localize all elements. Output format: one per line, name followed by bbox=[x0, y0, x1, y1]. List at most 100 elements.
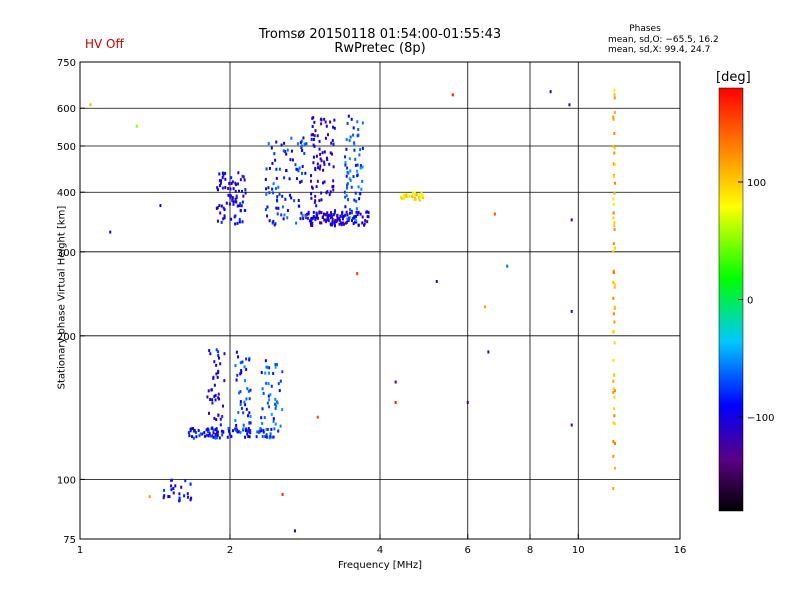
cluster-point bbox=[301, 171, 304, 175]
cluster-point bbox=[613, 151, 616, 155]
cluster-point bbox=[243, 365, 246, 369]
cluster-point bbox=[189, 498, 192, 502]
cluster-point bbox=[235, 350, 238, 354]
cluster-point bbox=[613, 96, 616, 100]
cluster-point bbox=[341, 221, 344, 225]
cluster-point bbox=[322, 181, 325, 185]
cluster-point bbox=[163, 488, 166, 492]
cluster-point bbox=[359, 148, 362, 152]
cluster-point bbox=[231, 196, 234, 200]
cluster-point bbox=[342, 222, 345, 226]
cluster-point bbox=[328, 193, 331, 197]
cluster-point bbox=[317, 216, 320, 220]
cluster-point bbox=[314, 199, 317, 203]
x-axis-label: Frequency [MHz] bbox=[337, 560, 423, 571]
isolated-point bbox=[570, 309, 573, 313]
cluster-point bbox=[330, 215, 333, 219]
cluster-point bbox=[411, 195, 414, 199]
cluster-point bbox=[323, 162, 326, 166]
isolated-point bbox=[281, 492, 284, 496]
cluster-point bbox=[221, 171, 224, 175]
chart-subtitle: RwPretec (8p) bbox=[334, 41, 426, 56]
cluster-point bbox=[316, 162, 319, 166]
cluster-point bbox=[217, 396, 220, 400]
cluster-point bbox=[284, 197, 287, 201]
cluster-point bbox=[234, 183, 237, 187]
cluster-point bbox=[344, 155, 347, 159]
cluster-point bbox=[194, 431, 197, 435]
cluster-point bbox=[351, 211, 354, 215]
cluster-point bbox=[263, 416, 266, 420]
cluster-point bbox=[282, 149, 285, 153]
colorbar-tick-label: −100 bbox=[747, 413, 774, 424]
cluster-point bbox=[235, 423, 238, 427]
cluster-point bbox=[338, 222, 341, 226]
cluster-point bbox=[264, 177, 267, 181]
cluster-point bbox=[239, 390, 242, 394]
cluster-point bbox=[283, 213, 286, 217]
cluster-point bbox=[248, 356, 251, 360]
cluster-point bbox=[354, 157, 357, 161]
cluster-point bbox=[330, 211, 333, 215]
cluster-point bbox=[239, 400, 242, 404]
cluster-point bbox=[278, 389, 281, 393]
cluster-point bbox=[612, 197, 615, 201]
cluster-point bbox=[413, 191, 416, 195]
cluster-point bbox=[350, 185, 353, 189]
cluster-point bbox=[223, 352, 226, 356]
cluster-point bbox=[232, 202, 235, 206]
cluster-point bbox=[612, 358, 615, 362]
cluster-point bbox=[217, 392, 220, 396]
cluster-point bbox=[333, 126, 336, 130]
cluster-point bbox=[270, 427, 273, 431]
isolated-point bbox=[487, 350, 490, 354]
cluster-point bbox=[279, 379, 282, 383]
cluster-point bbox=[269, 432, 272, 436]
cluster-point bbox=[286, 209, 289, 213]
cluster-point bbox=[408, 194, 411, 198]
cluster-point bbox=[236, 204, 239, 208]
cluster-point bbox=[237, 410, 240, 414]
cluster-point bbox=[366, 220, 369, 224]
cluster-point bbox=[310, 216, 313, 220]
cluster-point bbox=[247, 389, 250, 393]
cluster-point bbox=[237, 189, 240, 193]
cluster-point bbox=[327, 217, 330, 221]
cluster-point bbox=[303, 151, 306, 155]
cluster-point bbox=[215, 436, 218, 440]
cluster-point bbox=[612, 421, 615, 425]
y-tick-label: 600 bbox=[57, 104, 76, 115]
cluster-point bbox=[300, 144, 303, 148]
cluster-point bbox=[348, 211, 351, 215]
cluster-point bbox=[242, 427, 245, 431]
cluster-point bbox=[612, 379, 615, 383]
cluster-point bbox=[422, 196, 425, 200]
cluster-point bbox=[324, 218, 327, 222]
cluster-point bbox=[180, 485, 183, 489]
cluster-point bbox=[320, 122, 323, 126]
cluster-point bbox=[346, 166, 349, 170]
cluster-point bbox=[613, 88, 616, 92]
cluster-point bbox=[168, 495, 171, 499]
cluster-point bbox=[346, 170, 349, 174]
cluster-point bbox=[225, 201, 228, 205]
cluster-point bbox=[330, 223, 333, 227]
cluster-point bbox=[613, 389, 616, 393]
cluster-point bbox=[320, 191, 323, 195]
cluster-point bbox=[207, 430, 210, 434]
cluster-point bbox=[319, 117, 322, 121]
cluster-point bbox=[323, 180, 326, 184]
cluster-point bbox=[318, 199, 321, 203]
isolated-point bbox=[549, 90, 552, 94]
cluster-point bbox=[612, 387, 615, 391]
cluster-point bbox=[216, 219, 219, 223]
cluster-point bbox=[353, 143, 356, 147]
cluster-point bbox=[311, 133, 314, 137]
cluster-point bbox=[240, 189, 243, 193]
stats-heading: Phases bbox=[629, 24, 661, 34]
cluster-point bbox=[238, 217, 241, 221]
cluster-point bbox=[265, 365, 268, 369]
cluster-point bbox=[236, 221, 239, 225]
y-tick-label: 200 bbox=[57, 332, 76, 343]
cluster-point bbox=[301, 148, 304, 152]
